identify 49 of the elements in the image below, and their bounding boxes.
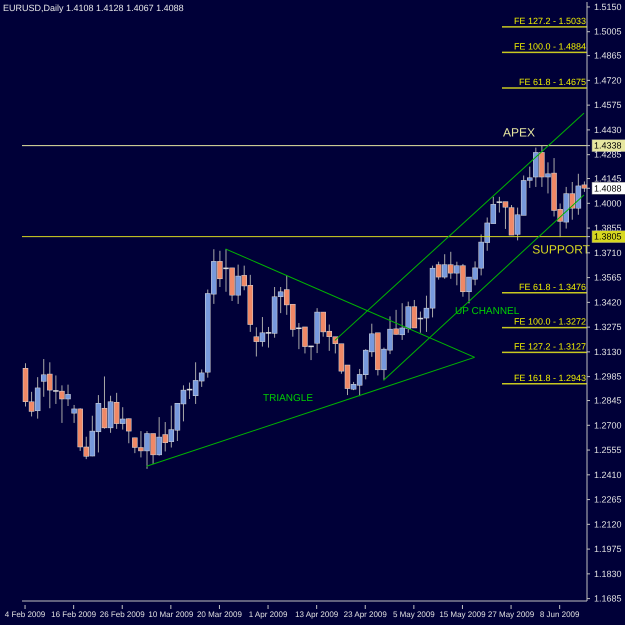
y-tick-label: 1.2120 (594, 519, 622, 530)
y-tick-label: 1.1830 (594, 568, 622, 579)
y-tick-label: 1.4088 (594, 183, 622, 194)
x-tick-label: 10 Mar 2009 (148, 610, 194, 619)
y-tick-label: 1.3805 (594, 232, 622, 242)
y-tick-label: 1.2410 (594, 470, 622, 480)
y-tick-label: 1.4285 (594, 150, 622, 160)
y-tick-label: 1.5005 (594, 26, 622, 37)
y-tick-label: 1.5150 (594, 2, 622, 12)
x-tick-label: 15 May 2009 (439, 610, 486, 619)
y-tick-label: 1.4720 (594, 75, 622, 86)
chart-title: EURUSD,Daily 1.4108 1.4128 1.4067 1.4088 (3, 3, 184, 13)
annotation: TRIANGLE (263, 393, 314, 404)
x-tick-label: 5 May 2009 (392, 610, 436, 619)
x-tick-label: 26 Feb 2009 (100, 610, 146, 619)
y-tick-label: 1.2845 (594, 396, 622, 406)
y-tick-label: 1.2555 (594, 445, 622, 456)
y-tick-label: 1.4865 (594, 50, 622, 61)
y-tick-label: 1.1975 (594, 544, 622, 554)
x-tick-label: 27 May 2009 (488, 610, 535, 619)
ref-line-label: FE 100.0 - 1.4884 (514, 41, 586, 52)
x-tick-label: 1 Apr 2009 (248, 610, 288, 619)
x-tick-label: 4 Feb 2009 (4, 610, 46, 619)
y-tick-label: 1.4145 (594, 174, 622, 184)
y-tick-label: 1.3130 (594, 346, 622, 357)
x-tick-label: 8 Jun 2009 (540, 610, 580, 619)
x-tick-label: 20 Mar 2009 (196, 610, 242, 619)
y-tick-label: 1.4338 (594, 140, 622, 151)
y-tick-label: 1.2700 (594, 420, 622, 430)
x-tick-label: 16 Feb 2009 (51, 610, 97, 619)
y-tick-label: 1.3420 (594, 297, 622, 308)
y-tick-label: 1.4575 (594, 100, 622, 110)
y-tick-label: 1.2265 (594, 494, 622, 505)
ref-line-label: FE 161.8 - 1.2943 (514, 372, 586, 383)
ref-line-label: FE 61.8 - 1.4675 (518, 77, 586, 88)
ref-line-label: APEX (502, 126, 535, 140)
ref-line-label: FE 127.2 - 1.5033 (514, 16, 586, 26)
ref-line-label: FE 100.0 - 1.3272 (514, 316, 586, 327)
x-tick-label: 13 Apr 2009 (295, 610, 339, 619)
y-tick-label: 1.2985 (594, 372, 622, 382)
y-tick-label: 1.3275 (594, 322, 622, 332)
y-tick-label: 1.3710 (594, 248, 622, 258)
y-tick-label: 1.1685 (594, 594, 622, 604)
y-tick-label: 1.4000 (594, 198, 622, 208)
ref-line-label: FE 127.2 - 1.3127 (514, 341, 586, 352)
y-tick-label: 1.4430 (594, 124, 622, 135)
x-tick-label: 23 Apr 2009 (344, 610, 388, 619)
ref-line-label: FE 61.8 - 1.3476 (518, 282, 586, 292)
y-tick-label: 1.3565 (594, 272, 622, 283)
